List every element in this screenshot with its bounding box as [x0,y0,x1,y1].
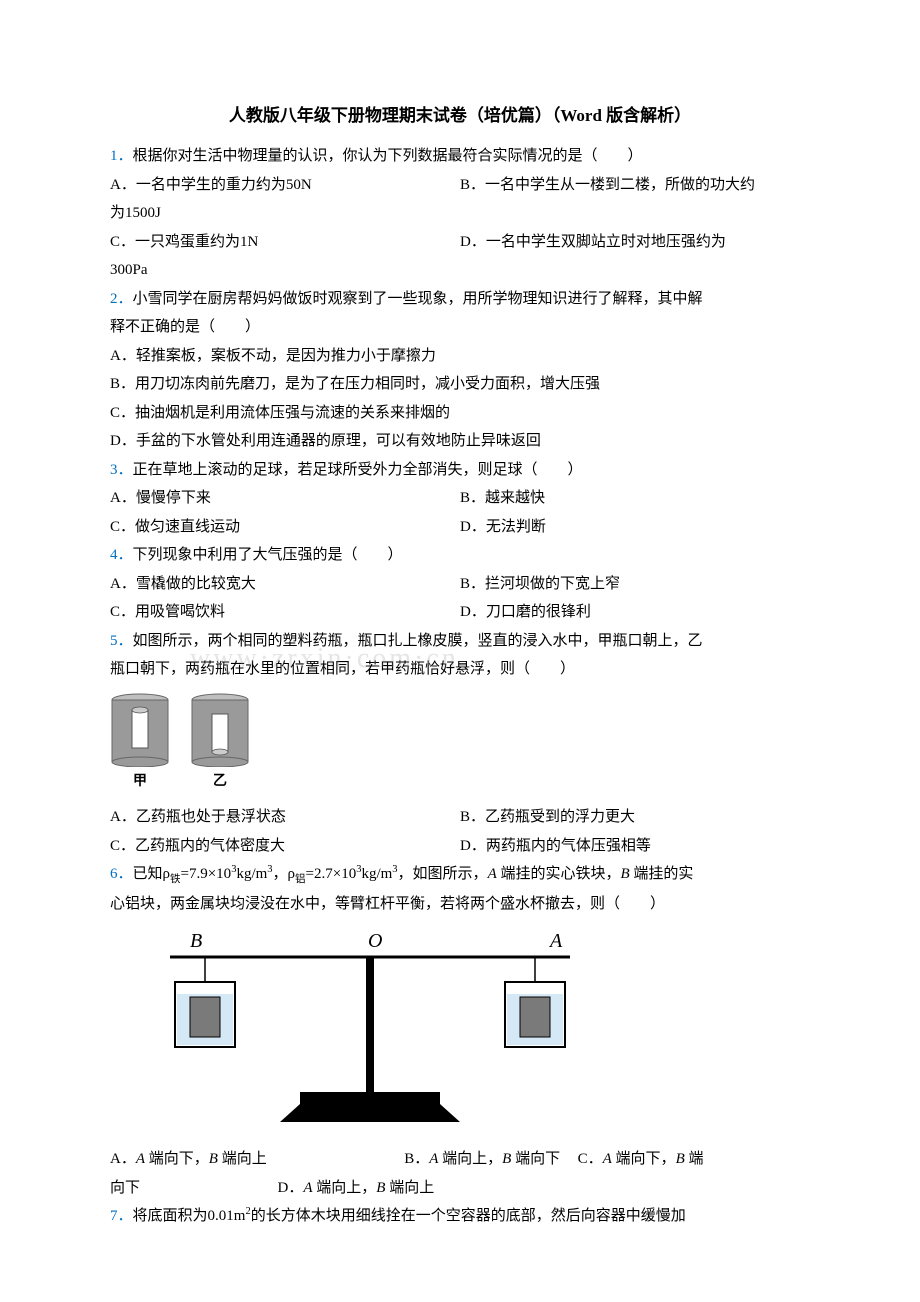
q6-options-line2: 向下 D．A 端向上，B 端向上 [110,1174,810,1203]
q5-optD: D．两药瓶内的气体压强相等 [460,832,810,861]
q2-num: 2． [110,291,133,307]
q3-optA: A．慢慢停下来 [110,484,460,513]
q6-text-post: 心铝块，两金属块均浸没在水中，等臂杠杆平衡，若将两个盛水杯撤去，则（ ） [110,890,810,919]
q5-diagram: 甲 乙 [110,692,810,796]
bottle-yi-icon [190,692,250,767]
lever-label-B: B [190,930,202,952]
bottle-yi-label: 乙 [213,769,227,796]
q6-options: A．A 端向下，B 端向上 B．A 端向上，B 端向下 C．A 端向下，B 端 [110,1145,810,1174]
question-6: 6．已知ρ铁=7.9×103kg/m3，ρ铝=2.7×103kg/m3，如图所示… [110,860,810,890]
q6-optD: D．A 端向上，B 端向上 [278,1180,435,1196]
q4-optA: A．雪橇做的比较宽大 [110,570,460,599]
question-5: 5．如图所示，两个相同的塑料药瓶，瓶口扎上橡皮膜，竖直的浸入水中，甲瓶口朝上，乙 [110,627,810,656]
q5-text-post: 瓶口朝下，两药瓶在水里的位置相同，若甲药瓶恰好悬浮，则（ ） [110,655,810,684]
q4-optC: C．用吸管喝饮料 [110,598,460,627]
q1-num: 1． [110,148,133,164]
q4-options-row2: C．用吸管喝饮料 D．刀口磨的很锋利 [110,598,810,627]
q4-text: 下列现象中利用了大气压强的是（ ） [133,547,403,563]
q5-optC: C．乙药瓶内的气体密度大 [110,832,460,861]
q3-text: 正在草地上滚动的足球，若足球所受外力全部消失，则足球（ ） [133,462,583,478]
q1-options-row2: C．一只鸡蛋重约为1N D．一名中学生双脚站立时对地压强约为 [110,228,810,257]
q4-optD: D．刀口磨的很锋利 [460,598,810,627]
q5-optA: A．乙药瓶也处于悬浮状态 [110,803,460,832]
q1-text: 根据你对生活中物理量的认识，你认为下列数据最符合实际情况的是（ ） [133,148,643,164]
bottle-jia-label: 甲 [133,769,147,796]
q3-optD: D．无法判断 [460,513,810,542]
q4-options-row1: A．雪橇做的比较宽大 B．拦河坝做的下宽上窄 [110,570,810,599]
q4-optB: B．拦河坝做的下宽上窄 [460,570,810,599]
q1-optD-pre: D．一名中学生双脚站立时对地压强约为 [460,228,810,257]
q3-options-row1: A．慢慢停下来 B．越来越快 [110,484,810,513]
q6-optA: A．A 端向下，B 端向上 [110,1151,267,1167]
q3-optC: C．做匀速直线运动 [110,513,460,542]
q1-optD-post: 300Pa [110,256,810,285]
q5-num: 5． [110,633,133,649]
q1-optA: A．一名中学生的重力约为50N [110,171,460,200]
q2-optA: A．轻推案板，案板不动，是因为推力小于摩擦力 [110,342,810,371]
q6-optC-post: 向下 [110,1180,140,1196]
q2-text-pre: 小雪同学在厨房帮妈妈做饭时观察到了一些现象，用所学物理知识进行了解释，其中解 [133,291,703,307]
bottle-jia-icon [110,692,170,767]
question-2: 2．小雪同学在厨房帮妈妈做饭时观察到了一些现象，用所学物理知识进行了解释，其中解 [110,285,810,314]
lever-label-O: O [368,930,382,952]
q7-num: 7． [110,1208,133,1224]
q2-text-post: 释不正确的是（ ） [110,313,810,342]
q6-num: 6． [110,866,133,882]
q4-num: 4． [110,547,133,563]
q2-optC: C．抽油烟机是利用流体压强与流速的关系来排烟的 [110,399,810,428]
q5-options-row1: A．乙药瓶也处于悬浮状态 B．乙药瓶受到的浮力更大 [110,803,810,832]
q3-optB: B．越来越快 [460,484,810,513]
q3-options-row2: C．做匀速直线运动 D．无法判断 [110,513,810,542]
q5-options-row2: C．乙药瓶内的气体密度大 D．两药瓶内的气体压强相等 [110,832,810,861]
lever-label-A: A [548,930,563,952]
q5-optB: B．乙药瓶受到的浮力更大 [460,803,810,832]
q3-num: 3． [110,462,133,478]
q1-options-row1: A．一名中学生的重力约为50N B．一名中学生从一楼到二楼，所做的功大约 [110,171,810,200]
q1-optB-pre: B．一名中学生从一楼到二楼，所做的功大约 [460,171,810,200]
q5-text-pre: 如图所示，两个相同的塑料药瓶，瓶口扎上橡皮膜，竖直的浸入水中，甲瓶口朝上，乙 [133,633,703,649]
q2-optD: D．手盆的下水管处利用连通器的原理，可以有效地防止异味返回 [110,427,810,456]
q6-optB: B．A 端向上，B 端向下 [404,1151,560,1167]
q2-optB: B．用刀切冻肉前先磨刀，是为了在压力相同时，减小受力面积，增大压强 [110,370,810,399]
q1-optC: C．一只鸡蛋重约为1N [110,228,460,257]
q1-optB-post: 为1500J [110,199,810,228]
question-7: 7．将底面积为0.01m2的长方体木块用细线拴在一个空容器的底部，然后向容器中缓… [110,1202,810,1231]
question-4: 4．下列现象中利用了大气压强的是（ ） [110,541,810,570]
page-title: 人教版八年级下册物理期末试卷（培优篇）（Word 版含解析） [110,100,810,132]
q7-text: 将底面积为0.01m2的长方体木块用细线拴在一个空容器的底部，然后向容器中缓慢加 [133,1208,686,1224]
q6-optC: C．A 端向下，B 端 [578,1151,704,1167]
q6-text-pre: 已知ρ铁=7.9×103kg/m3，ρ铝=2.7×103kg/m3，如图所示，A… [133,866,694,882]
question-1: 1．根据你对生活中物理量的认识，你认为下列数据最符合实际情况的是（ ） [110,142,810,171]
question-3: 3．正在草地上滚动的足球，若足球所受外力全部消失，则足球（ ） [110,456,810,485]
q6-diagram: B O A [150,927,810,1138]
